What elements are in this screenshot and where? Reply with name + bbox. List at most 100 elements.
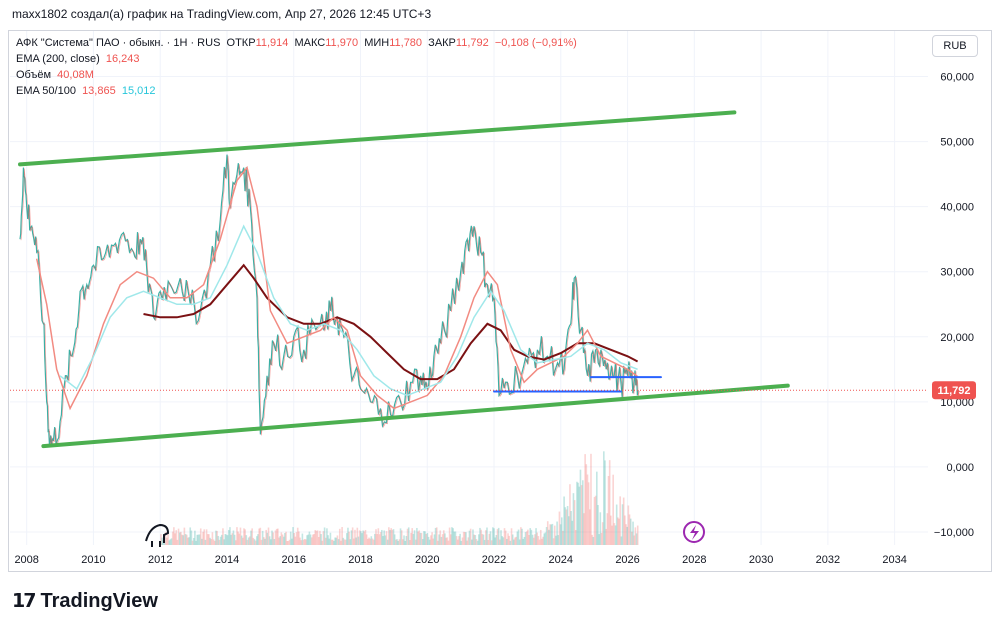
volume-bar (458, 536, 460, 545)
currency-button[interactable]: RUB (932, 35, 978, 57)
volume-bar (379, 532, 382, 545)
y-tick-label: 10,000 (940, 397, 974, 409)
volume-bar (402, 539, 404, 545)
volume-bar (271, 530, 273, 545)
volume-bar (513, 539, 515, 545)
symbol-label[interactable]: АФК "Система" ПАО · обыкн. · 1Н · RUS (16, 37, 221, 49)
volume-bar (338, 528, 341, 545)
volume-bar (413, 530, 416, 545)
volume-bar (426, 533, 429, 545)
volume-bar (378, 534, 381, 545)
volume-bar (555, 535, 557, 545)
volume-bar (521, 528, 523, 545)
volume-bar (331, 539, 334, 545)
volume-bar (303, 538, 306, 545)
volume-bar (244, 529, 246, 545)
volume-bar (167, 533, 169, 545)
volume-bar (253, 539, 256, 545)
volume-bar (619, 496, 621, 545)
volume-bar (403, 535, 405, 545)
ema200-row[interactable]: EMA (200, close) 16,243 (16, 51, 577, 67)
volume-bar (570, 510, 572, 545)
volume-bar (407, 527, 410, 545)
volume-bar (211, 532, 214, 545)
ema200-label: EMA (200, close) (16, 53, 100, 65)
brand-footer: 𝟭𝟳 TradingView (12, 590, 158, 613)
y-tick-label: 30,000 (940, 267, 974, 279)
volume-bar (216, 530, 218, 545)
volume-bar (371, 538, 374, 545)
volume-bar (449, 534, 452, 545)
volume-bar (329, 532, 332, 545)
volume-bar (266, 532, 269, 545)
volume-bar (437, 540, 439, 545)
volume-bar (363, 531, 366, 545)
volume-bar (348, 531, 350, 545)
ema50100-label: EMA 50/100 (16, 85, 76, 97)
volume-bar (558, 511, 561, 545)
volume-bar (565, 509, 568, 545)
volume-bar (384, 535, 387, 545)
x-tick-label: 2018 (348, 554, 372, 566)
volume-bar (374, 533, 376, 545)
y-tick-label: 60,000 (940, 72, 974, 84)
volume-bar (507, 533, 509, 545)
volume-bar (508, 535, 510, 545)
volume-bar (503, 528, 506, 545)
volume-bar (243, 528, 245, 545)
volume-bar (606, 513, 609, 545)
volume-bar (618, 518, 620, 545)
volume-bar (299, 537, 301, 545)
volume-bar (516, 531, 519, 545)
volume-bar (414, 539, 417, 545)
volume-bar (185, 534, 188, 545)
volume-bar (335, 537, 338, 545)
volume-bar (587, 482, 590, 545)
high-value: 11,970 (325, 37, 359, 49)
lightning-bolt-icon (690, 525, 699, 540)
volume-bar (281, 534, 284, 545)
volume-bar (627, 505, 630, 545)
volume-bar (344, 539, 347, 545)
volume-bar (330, 539, 333, 545)
volume-bar (225, 534, 228, 545)
volume-bar (460, 540, 463, 545)
volume-bar (342, 537, 345, 545)
volume-bar (169, 539, 172, 545)
volume-bar (488, 533, 491, 545)
volume-bar (166, 537, 168, 545)
volume-bar (383, 530, 385, 545)
volume-bar (577, 482, 579, 545)
volume-bar (204, 539, 207, 545)
ema50100-row[interactable]: EMA 50/100 13,865 15,012 (16, 83, 577, 99)
volume-bar (607, 475, 610, 545)
volume-bar (381, 529, 383, 545)
volume-bar (301, 533, 304, 545)
volume-bar (500, 530, 502, 545)
volume-bar (285, 531, 287, 545)
volume-bar (506, 538, 508, 545)
volume-bar (217, 535, 220, 545)
open-value: 11,914 (255, 37, 289, 49)
volume-bar (246, 539, 249, 545)
volume-bar (420, 533, 423, 545)
volume-bar (591, 534, 593, 545)
volume-bar (538, 539, 541, 545)
series-line-ema100 (59, 224, 638, 397)
volume-bar (261, 530, 264, 545)
volume-row[interactable]: Объём 40,08M (16, 67, 577, 83)
volume-bar (347, 527, 349, 545)
volume-bar (469, 528, 472, 545)
volume-bar (320, 534, 322, 545)
x-tick-label: 2024 (549, 554, 573, 566)
volume-bar (603, 451, 605, 545)
volume-bar (634, 527, 637, 545)
volume-bar (397, 540, 399, 545)
volume-bar (251, 528, 253, 545)
volume-bar (313, 534, 315, 545)
ema50-value: 13,865 (82, 85, 116, 97)
volume-bar (296, 527, 299, 545)
volume-bar (195, 540, 197, 545)
volume-bar (319, 530, 321, 545)
